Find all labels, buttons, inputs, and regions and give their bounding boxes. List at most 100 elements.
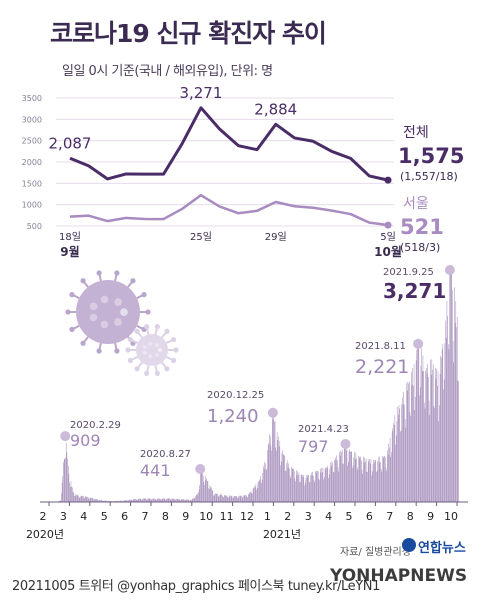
coronavirus-illustration-icon-spike-tip: [80, 340, 86, 346]
coronavirus-illustration-icon-small-spike-tip: [125, 347, 131, 353]
legend-seoul-value: 521: [400, 215, 444, 239]
coronavirus-illustration-icon-spike-tip: [114, 270, 120, 276]
coronavirus-illustration-icon-small-spike-tip: [127, 357, 133, 364]
x-tick-label: 11: [220, 510, 234, 523]
peak-marker: [60, 431, 71, 442]
x-tick-label: 9: [427, 510, 434, 523]
coronavirus-illustration-icon-texture: [120, 308, 128, 317]
x-tick-label: 6: [121, 510, 128, 523]
series-end-point: [384, 176, 392, 184]
data-label: 2,884: [254, 100, 297, 118]
series-line-1: [69, 193, 389, 227]
y-tick-label: 1500: [22, 179, 42, 188]
peak-marker: [340, 438, 351, 449]
coronavirus-illustration-icon-spike-tip: [96, 270, 102, 276]
coronavirus-illustration-icon-small-texture: [155, 343, 159, 347]
coronavirus-illustration-icon-small-spike-tip: [154, 324, 160, 330]
y-tick-label: 3500: [22, 94, 42, 103]
x-tick-label: 8: [407, 510, 414, 523]
x-tick-label: 4: [325, 510, 332, 523]
x-tick-label: 3: [60, 510, 67, 523]
annotation-date: 2020.8.27: [140, 449, 191, 460]
coronavirus-illustration-icon-small-spike-tip: [134, 328, 140, 334]
coronavirus-illustration-icon-small-texture: [158, 348, 162, 352]
annotation-value: 3,271: [383, 279, 446, 303]
x-tick-label: 7: [386, 510, 393, 523]
coronavirus-illustration-icon-small-spike-tip: [171, 336, 177, 343]
x-tick-label: 8: [162, 510, 169, 523]
peak-marker: [267, 407, 278, 418]
annotation-value: 1,240: [207, 406, 259, 427]
series-line-0: [69, 106, 389, 182]
x-tick-label: 25일: [190, 231, 212, 243]
coronavirus-illustration-icon-texture: [114, 298, 122, 306]
coronavirus-illustration-icon-texture: [114, 318, 122, 326]
annotation-value: 441: [140, 461, 171, 480]
y-tick-label: 1000: [22, 201, 42, 210]
x-tick-label: 2: [284, 510, 291, 523]
annotation-value: 909: [70, 431, 101, 450]
source-credit: 자료/ 질병관리청: [340, 547, 411, 558]
coronavirus-illustration-icon-texture: [89, 313, 98, 322]
x-tick-label: 1: [264, 510, 271, 523]
footer-credit: 20211005 트위터 @yonhap_graphics 페이스북 tuney…: [12, 579, 380, 594]
yonhap-logo-icon: [402, 538, 416, 552]
annotation-date: 2021.8.11: [355, 341, 406, 352]
x-tick-label: 4: [80, 510, 87, 523]
x-tick-label: 6: [366, 510, 373, 523]
x-tick-label: 10: [199, 510, 213, 523]
x-tick-label: 29일: [265, 231, 287, 243]
coronavirus-illustration-icon-spike-tip: [141, 292, 147, 298]
coronavirus-illustration-icon-small-spike-tip: [144, 324, 150, 330]
chart-title: 코로나19 신규 확진자 추이: [50, 19, 327, 48]
x-tick-label: 3: [305, 510, 312, 523]
coronavirus-illustration-icon-small-spike-tip: [171, 357, 177, 364]
x-tick-label: 5일: [380, 231, 396, 243]
x-tick-label: 9: [182, 510, 189, 523]
coronavirus-illustration-icon-small-spike-tip: [127, 336, 133, 343]
coronavirus-illustration-icon-small-spike-tip: [154, 370, 160, 376]
coronavirus-illustration-icon-small-spike-tip: [144, 370, 150, 376]
peak-marker: [413, 338, 424, 349]
peak-marker: [195, 463, 206, 474]
legend-total-name: 전체: [403, 125, 429, 141]
coronavirus-illustration-icon-small-spike-tip: [164, 366, 170, 372]
annotation-date: 2020.2.29: [70, 420, 121, 431]
annotation-value: 797: [298, 437, 329, 456]
x-tick-label: 7: [142, 510, 149, 523]
coronavirus-illustration-icon-small-spike-tip: [134, 366, 140, 372]
data-label: 3,271: [179, 84, 222, 102]
coronavirus-illustration-icon-small-texture: [148, 341, 153, 346]
coronavirus-illustration-icon-spike-tip: [130, 278, 136, 284]
annotation-date: 2021.9.25: [383, 267, 434, 278]
coronavirus-illustration-icon-spike-tip: [145, 309, 151, 315]
coronavirus-illustration-icon-small-texture: [155, 353, 159, 357]
year-label: 2021년: [263, 528, 301, 541]
coronavirus-illustration-icon-small-spike-tip: [164, 328, 170, 334]
x-tick-label: 5: [101, 510, 108, 523]
year-label: 2020년: [26, 528, 64, 541]
coronavirus-illustration-icon-spike-tip: [80, 278, 86, 284]
annotation-date: 2020.12.25: [207, 390, 264, 401]
coronavirus-illustration-icon-texture: [100, 295, 109, 304]
coronavirus-illustration-icon-texture: [100, 320, 109, 329]
coronavirus-illustration-icon-spike-tip: [114, 348, 120, 354]
coronavirus-illustration-icon-spike-tip: [69, 326, 75, 332]
coronavirus-illustration-icon-spike-tip: [69, 292, 75, 298]
coronavirus-illustration-icon-texture: [120, 308, 128, 316]
peak-marker: [444, 265, 455, 275]
annotation-date: 2021.4.23: [298, 424, 349, 435]
data-label: 2,087: [49, 134, 92, 152]
x-tick-label: 12: [240, 510, 254, 523]
annotation-value: 2,221: [355, 356, 409, 378]
x-tick-label: 18일: [59, 231, 81, 243]
brand-name: 연합뉴스: [418, 541, 466, 556]
y-tick-label: 500: [27, 222, 42, 231]
month-label: 9월: [60, 244, 79, 259]
x-tick-label: 10: [444, 510, 458, 523]
y-tick-label: 3000: [22, 115, 42, 124]
coronavirus-illustration-icon: [76, 280, 140, 344]
legend-seoul-name: 서울: [403, 196, 429, 212]
y-tick-label: 2000: [22, 158, 42, 167]
